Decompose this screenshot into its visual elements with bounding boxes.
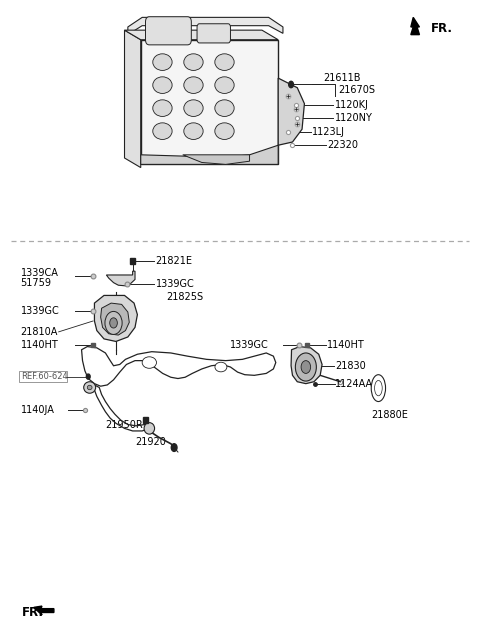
Ellipse shape — [144, 422, 155, 434]
Ellipse shape — [215, 77, 234, 94]
Polygon shape — [141, 40, 278, 164]
Polygon shape — [124, 30, 278, 40]
Text: 22320: 22320 — [327, 140, 359, 150]
Text: 21920: 21920 — [135, 437, 166, 447]
Text: REF.60-624: REF.60-624 — [22, 372, 68, 381]
Circle shape — [288, 82, 293, 88]
Text: 1140HT: 1140HT — [21, 340, 58, 350]
Text: 21880E: 21880E — [371, 410, 408, 421]
Text: 1339GC: 1339GC — [156, 279, 194, 289]
Circle shape — [171, 444, 177, 451]
Circle shape — [105, 311, 122, 334]
Ellipse shape — [153, 123, 172, 139]
Ellipse shape — [153, 100, 172, 116]
Text: 21830: 21830 — [336, 361, 366, 370]
Bar — [143, 417, 148, 423]
Polygon shape — [34, 606, 54, 615]
Circle shape — [86, 374, 90, 379]
Polygon shape — [183, 155, 250, 164]
Ellipse shape — [215, 362, 227, 372]
Ellipse shape — [215, 123, 234, 139]
Polygon shape — [291, 347, 322, 384]
Polygon shape — [141, 145, 278, 164]
Ellipse shape — [84, 382, 96, 394]
Text: 1339GC: 1339GC — [229, 340, 268, 351]
Text: FR.: FR. — [431, 22, 453, 35]
Ellipse shape — [184, 54, 203, 71]
Ellipse shape — [374, 381, 382, 395]
Bar — [130, 257, 135, 264]
Text: 1123LJ: 1123LJ — [312, 127, 345, 137]
Ellipse shape — [371, 375, 385, 401]
Ellipse shape — [215, 54, 234, 71]
Polygon shape — [95, 295, 137, 342]
Text: 1140HT: 1140HT — [327, 340, 365, 351]
Polygon shape — [278, 78, 304, 145]
Text: 1339GC: 1339GC — [21, 306, 59, 316]
Text: 1120NY: 1120NY — [335, 113, 372, 123]
Polygon shape — [411, 17, 420, 35]
Text: 21611B: 21611B — [323, 73, 360, 83]
Text: 21821E: 21821E — [156, 256, 192, 266]
Circle shape — [295, 353, 316, 381]
Text: 21950R: 21950R — [106, 420, 143, 429]
Text: 1120KJ: 1120KJ — [335, 100, 368, 110]
Text: 21670S: 21670S — [338, 85, 375, 94]
Text: 1339CA: 1339CA — [21, 268, 59, 278]
Text: 1124AA: 1124AA — [336, 379, 373, 388]
Ellipse shape — [87, 385, 92, 390]
FancyBboxPatch shape — [197, 24, 230, 43]
Ellipse shape — [142, 357, 156, 369]
Polygon shape — [101, 303, 129, 335]
Polygon shape — [124, 30, 141, 168]
Text: FR.: FR. — [22, 606, 43, 619]
Ellipse shape — [153, 54, 172, 71]
Ellipse shape — [184, 123, 203, 139]
Text: 21825S: 21825S — [166, 291, 203, 302]
Circle shape — [110, 318, 117, 328]
Polygon shape — [128, 17, 283, 35]
Text: 51759: 51759 — [21, 277, 51, 288]
Polygon shape — [107, 271, 135, 286]
Ellipse shape — [184, 77, 203, 94]
Ellipse shape — [153, 77, 172, 94]
Ellipse shape — [215, 100, 234, 116]
Text: 21810A: 21810A — [21, 327, 58, 337]
FancyBboxPatch shape — [145, 17, 192, 45]
Circle shape — [301, 361, 311, 374]
Ellipse shape — [184, 100, 203, 116]
Text: 1140JA: 1140JA — [21, 406, 54, 415]
